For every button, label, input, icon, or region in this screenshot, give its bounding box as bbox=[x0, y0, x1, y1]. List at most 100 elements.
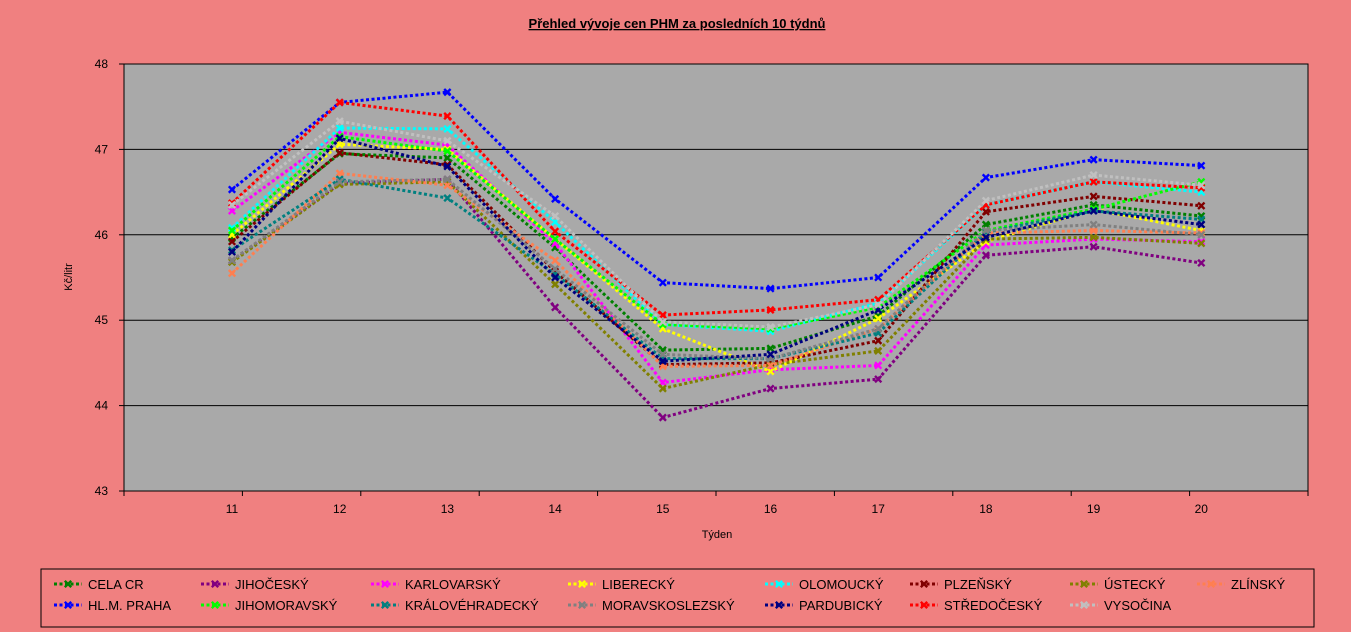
x-tick-label: 18 bbox=[979, 502, 993, 516]
x-tick-label: 11 bbox=[226, 502, 239, 516]
x-tick-label: 16 bbox=[764, 502, 778, 516]
data-point bbox=[981, 226, 990, 235]
y-tick-label: 45 bbox=[95, 313, 109, 327]
data-point bbox=[981, 196, 990, 205]
legend-entry: ZLÍNSKÝ bbox=[1197, 577, 1286, 592]
plot-area bbox=[123, 63, 1309, 492]
data-point bbox=[335, 134, 344, 143]
x-tick-label: 14 bbox=[548, 502, 562, 516]
data-point bbox=[1089, 177, 1098, 186]
data-point bbox=[335, 124, 344, 133]
legend-marker bbox=[919, 579, 929, 589]
y-tick-label: 44 bbox=[95, 399, 109, 413]
data-point bbox=[1197, 220, 1206, 229]
legend-entry: KRÁLOVÉHRADECKÝ bbox=[371, 598, 539, 613]
data-point bbox=[335, 117, 344, 126]
data-point bbox=[551, 264, 560, 274]
data-point bbox=[1089, 206, 1098, 215]
data-point bbox=[551, 211, 560, 221]
legend-label: ZLÍNSKÝ bbox=[1231, 577, 1286, 592]
series-line bbox=[231, 90, 1202, 291]
legend-marker bbox=[1079, 579, 1089, 589]
y-tick-label: 48 bbox=[95, 57, 109, 71]
data-point bbox=[874, 324, 883, 333]
series-line bbox=[231, 151, 1202, 367]
x-tick-label: 20 bbox=[1195, 502, 1209, 516]
legend-label: CELA CR bbox=[88, 577, 144, 592]
data-point bbox=[227, 256, 237, 265]
legend-marker bbox=[63, 579, 73, 589]
data-point bbox=[1197, 201, 1206, 210]
data-point bbox=[335, 140, 344, 149]
legend-label: STŘEDOČESKÝ bbox=[944, 598, 1043, 613]
series-line bbox=[230, 136, 1202, 363]
legend-marker bbox=[919, 600, 929, 610]
legend-label: OLOMOUCKÝ bbox=[799, 577, 884, 592]
data-point bbox=[874, 361, 883, 370]
gridlines bbox=[124, 148, 1308, 407]
x-tick-label: 12 bbox=[333, 502, 347, 516]
legend-label: MORAVSKOSLEZSKÝ bbox=[602, 598, 735, 613]
data-point bbox=[227, 247, 237, 256]
legend-marker bbox=[1206, 579, 1216, 589]
data-point bbox=[443, 136, 452, 145]
data-point bbox=[1197, 258, 1206, 268]
data-point bbox=[443, 124, 452, 133]
series-pardubický bbox=[227, 134, 1206, 366]
data-point bbox=[874, 375, 883, 384]
legend-entry: OLOMOUCKÝ bbox=[765, 577, 884, 592]
legend-marker bbox=[577, 579, 587, 589]
data-point bbox=[1089, 226, 1098, 235]
series-line bbox=[230, 171, 1202, 368]
legend-label: HL.M. PRAHA bbox=[88, 598, 171, 613]
data-point bbox=[1089, 220, 1098, 229]
series-lines bbox=[227, 88, 1206, 422]
data-point bbox=[658, 357, 667, 366]
data-point bbox=[874, 300, 883, 309]
legend-label: LIBERECKÝ bbox=[602, 577, 675, 592]
data-point bbox=[658, 317, 667, 326]
data-point bbox=[766, 322, 775, 332]
legend-entry: LIBERECKÝ bbox=[568, 577, 675, 592]
data-point bbox=[1197, 229, 1206, 238]
data-point bbox=[335, 177, 344, 186]
data-point bbox=[658, 278, 667, 287]
data-point bbox=[874, 273, 883, 282]
data-point bbox=[551, 235, 560, 244]
x-tick-label: 13 bbox=[441, 502, 455, 516]
data-point bbox=[335, 175, 344, 184]
legend-marker bbox=[380, 579, 390, 589]
legend-label: JIHOMORAVSKÝ bbox=[235, 598, 338, 613]
data-point bbox=[443, 88, 452, 97]
data-point bbox=[1089, 192, 1098, 201]
legend-entry: CELA CR bbox=[54, 577, 144, 592]
data-point bbox=[1089, 233, 1098, 242]
legend-marker bbox=[577, 600, 587, 610]
legend-entry: PARDUBICKÝ bbox=[765, 598, 883, 613]
data-point bbox=[981, 220, 990, 229]
data-point bbox=[1089, 242, 1098, 251]
y-tick-label: 47 bbox=[95, 142, 109, 156]
data-point bbox=[551, 280, 560, 289]
data-point bbox=[227, 226, 237, 235]
data-point bbox=[658, 413, 667, 422]
data-point bbox=[227, 185, 237, 194]
data-point bbox=[551, 227, 560, 236]
data-point bbox=[227, 269, 237, 278]
data-point bbox=[335, 98, 344, 107]
data-point bbox=[658, 311, 667, 320]
legend-label: PARDUBICKÝ bbox=[799, 598, 883, 613]
data-point bbox=[1197, 239, 1206, 248]
legend-marker bbox=[210, 579, 220, 589]
x-tick-label: 15 bbox=[656, 502, 670, 516]
data-point bbox=[443, 153, 452, 162]
data-point bbox=[981, 207, 990, 216]
data-point bbox=[227, 206, 237, 215]
data-point bbox=[1089, 170, 1098, 180]
chart-title: Přehled vývoje cen PHM za posledních 10 … bbox=[529, 16, 826, 31]
legend-entry: KARLOVARSKÝ bbox=[371, 577, 501, 592]
legend-label: KARLOVARSKÝ bbox=[405, 577, 501, 592]
data-point bbox=[766, 367, 775, 376]
legend-label: VYSOČINA bbox=[1104, 598, 1172, 613]
